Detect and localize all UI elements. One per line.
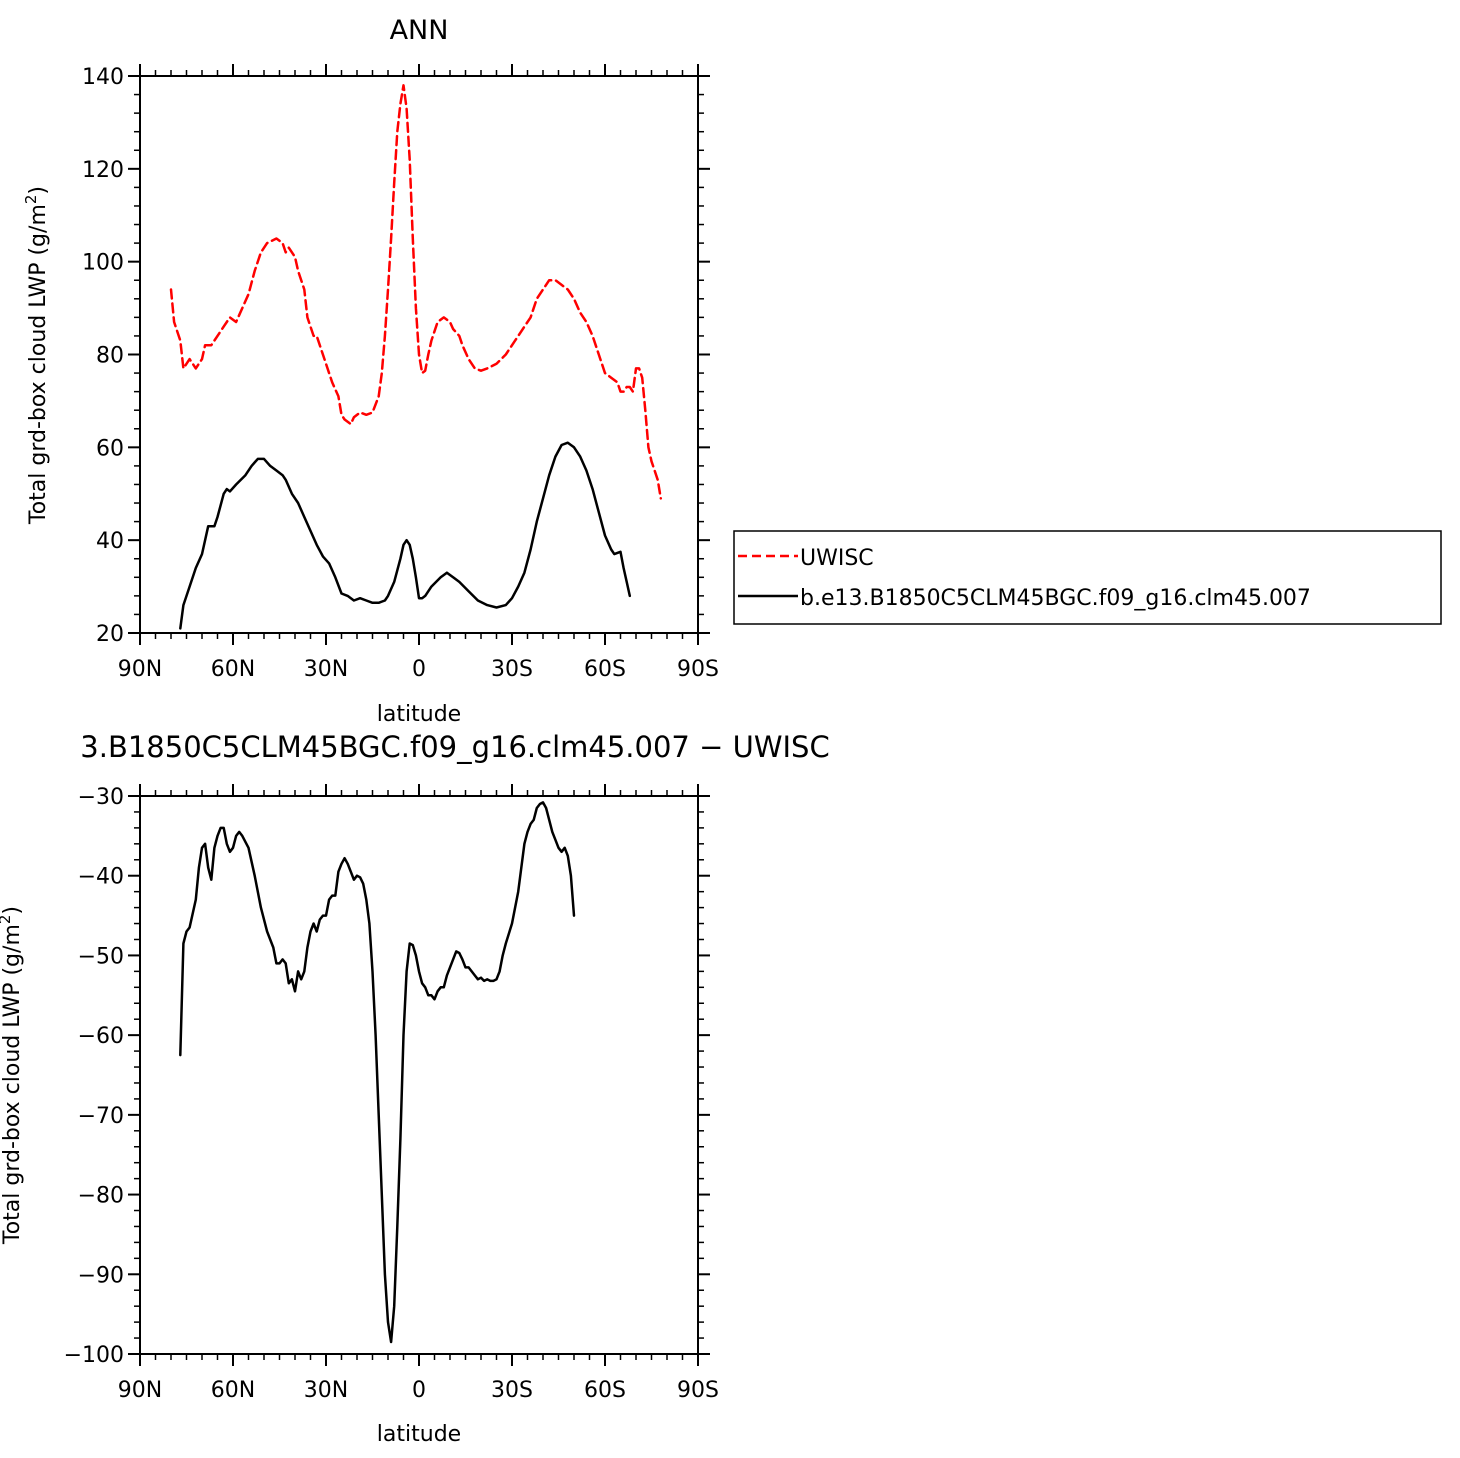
top-series-line-model xyxy=(179,441,632,630)
bottom-chart-panel: 3.B1850C5CLM45BGC.f09_g16.clm45.007 − UW… xyxy=(0,730,830,1447)
top-x-tick-label: 30N xyxy=(304,657,348,682)
top-x-tick-label: 60S xyxy=(584,657,626,682)
bottom-chart-x-axis-label: latitude xyxy=(377,1422,461,1447)
top-y-tick-label: 20 xyxy=(96,622,124,647)
top-chart-panel: ANN Total grd-box cloud LWP (g/m2) latit… xyxy=(22,15,719,727)
bottom-x-tick-label: 90S xyxy=(677,1378,719,1403)
top-y-tick-label: 100 xyxy=(82,251,124,276)
top-chart-plot-frame xyxy=(139,75,699,634)
bottom-y-tick-label: −60 xyxy=(78,1024,124,1049)
bottom-chart-series xyxy=(179,801,576,1344)
bottom-chart-plot-frame xyxy=(139,795,699,1355)
bottom-y-tick-label: −80 xyxy=(78,1184,124,1209)
top-y-tick-label: 60 xyxy=(96,436,124,461)
legend-label-uwisc: UWISC xyxy=(800,546,874,571)
top-x-tick-label: 90N xyxy=(118,657,162,682)
top-y-tick-label: 40 xyxy=(96,529,124,554)
top-chart-ticks: 90N 60N 30N 0 30S 60S 90S 20 40 60 80 100 120 140 xyxy=(82,64,719,682)
legend-label-model: b.e13.B1850C5CLM45BGC.f09_g16.clm45.007 xyxy=(800,586,1311,611)
bottom-x-tick-label: 90N xyxy=(118,1378,162,1403)
bottom-y-tick-label: −50 xyxy=(78,944,124,969)
bottom-x-tick-label: 30S xyxy=(491,1378,533,1403)
bottom-chart-y-axis-label: Total grd-box cloud LWP (g/m2) xyxy=(0,906,25,1245)
bottom-y-tick-label: −40 xyxy=(78,865,124,890)
legend-frame xyxy=(733,530,1442,625)
top-y-tick-label: 80 xyxy=(96,344,124,369)
top-chart-x-axis-label: latitude xyxy=(377,702,461,727)
top-y-tick-label: 120 xyxy=(82,158,124,183)
bottom-x-tick-label: 60N xyxy=(211,1378,255,1403)
top-chart-title: ANN xyxy=(390,15,449,46)
top-x-tick-label: 60N xyxy=(211,657,255,682)
bottom-chart-title: 3.B1850C5CLM45BGC.f09_g16.clm45.007 − UW… xyxy=(80,730,829,764)
top-x-tick-label: 30S xyxy=(491,657,533,682)
bottom-y-tick-label: −90 xyxy=(78,1263,124,1288)
bottom-y-tick-label: −100 xyxy=(64,1343,124,1368)
bottom-chart-ticks: 90N 60N 30N 0 30S 60S 90S −100 −90 −80 −70 −60 −50 −4… xyxy=(64,784,719,1403)
top-chart-legend: UWISC b.e13.B1850C5CLM45BGC.f09_g16.clm4… xyxy=(733,530,1442,625)
top-chart-series xyxy=(169,84,663,630)
top-chart-y-axis-label: Total grd-box cloud LWP (g/m2) xyxy=(22,186,51,525)
bottom-y-tick-label: −70 xyxy=(78,1104,124,1129)
bottom-x-tick-label: 60S xyxy=(584,1378,626,1403)
bottom-x-tick-label: 0 xyxy=(412,1378,426,1403)
bottom-y-tick-label: −30 xyxy=(78,785,124,810)
top-x-tick-label: 0 xyxy=(412,657,426,682)
bottom-x-tick-label: 30N xyxy=(304,1378,348,1403)
top-series-line-uwisc xyxy=(169,84,663,500)
top-y-tick-label: 140 xyxy=(82,65,124,90)
top-x-tick-label: 90S xyxy=(677,657,719,682)
bottom-series-line-model xyxy=(179,801,576,1344)
